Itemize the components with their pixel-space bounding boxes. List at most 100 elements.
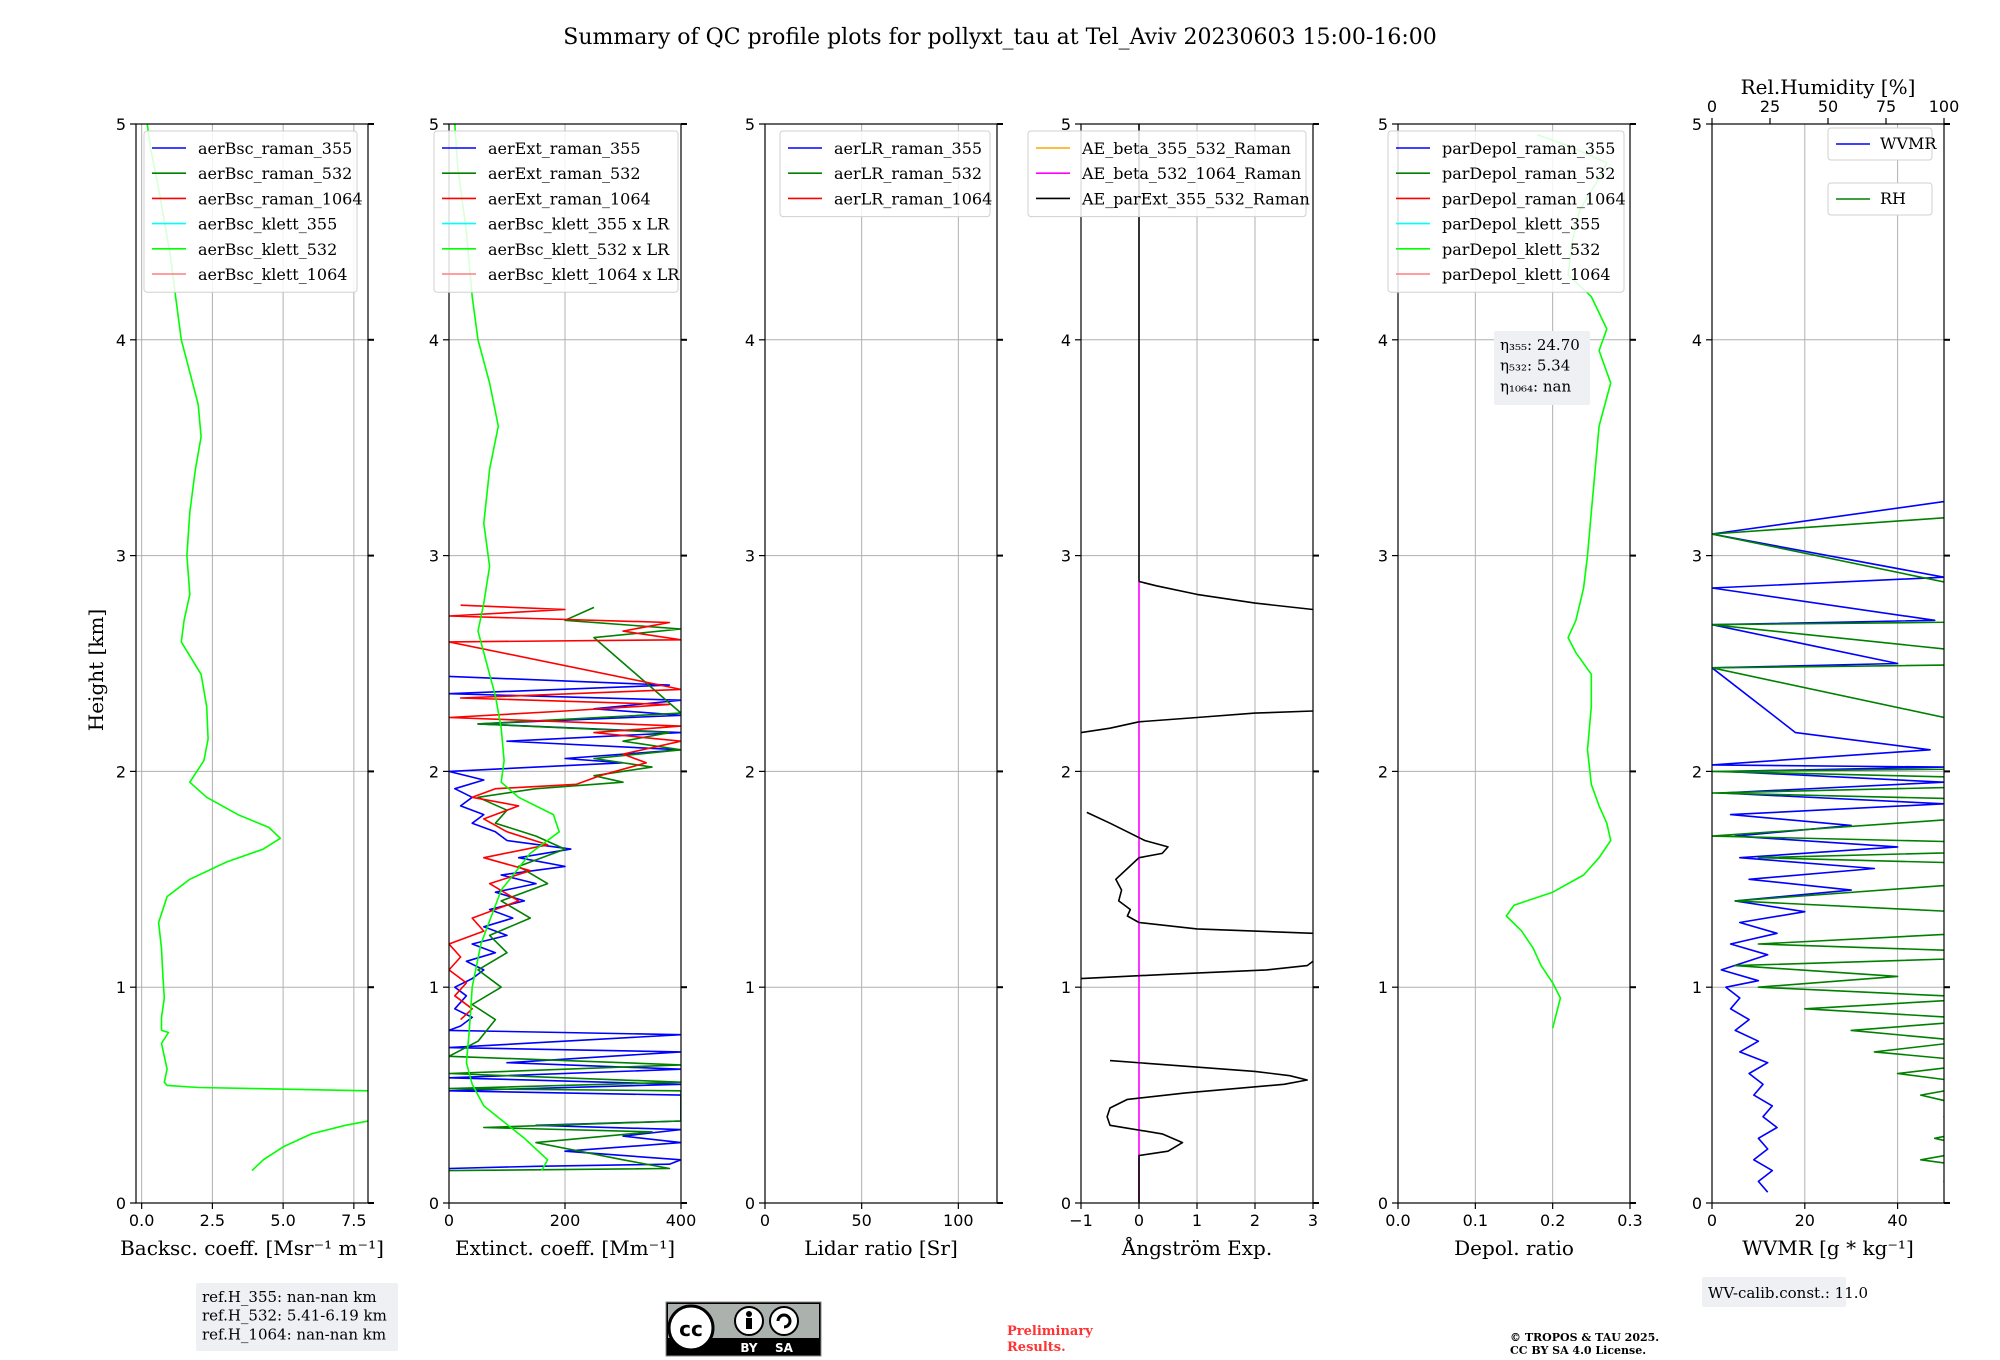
legend-label: AE_beta_532_1064_Raman — [1081, 164, 1301, 183]
top-x-tick-label: 50 — [1818, 97, 1838, 116]
y-tick-label: 1 — [745, 978, 755, 997]
legend-label: aerExt_raman_1064 — [488, 189, 651, 208]
annotation-text: η₅₃₂: 5.34 — [1500, 357, 1570, 375]
top-x-axis-label: Rel.Humidity [%] — [1741, 75, 1916, 99]
y-tick-label: 3 — [116, 547, 126, 566]
x-tick-label: 0.2 — [1540, 1211, 1565, 1230]
x-tick-label: 0 — [444, 1211, 454, 1230]
cc-sa-label: SA — [775, 1341, 794, 1355]
y-tick-label: 5 — [1692, 115, 1702, 134]
x-tick-label: 7.5 — [341, 1211, 366, 1230]
legend-box — [143, 130, 358, 293]
y-tick-label: 4 — [429, 331, 439, 350]
y-tick-label: 2 — [429, 762, 439, 781]
y-tick-label: 1 — [429, 978, 439, 997]
chart-panel-6: 0 20 40 0 1 2 3 4 5 WVMR [g * kg⁻¹] 0 25 50 75 100 Rel.… — [1692, 75, 1959, 1260]
y-tick-label: 4 — [745, 331, 755, 350]
top-x-tick-label: 0 — [1707, 97, 1717, 116]
legend-label: AE_beta_355_532_Raman — [1081, 139, 1291, 158]
x-axis-label: Ångström Exp. — [1121, 1235, 1272, 1260]
legend-label: parDepol_klett_1064 — [1442, 265, 1611, 284]
series-group — [449, 124, 681, 1172]
x-axis-label: Lidar ratio [Sr] — [804, 1236, 958, 1260]
legend-label: aerBsc_klett_355 x LR — [488, 215, 670, 234]
y-tick-label: 0 — [116, 1194, 126, 1213]
y-tick-label: 0 — [1061, 1194, 1071, 1213]
panels-group: 0.0 2.5 5.0 7.5 0 1 2 3 4 5 Backsc. coeff. [Msr⁻¹ … — [116, 75, 1959, 1260]
legend-box — [1827, 182, 1933, 216]
height-axis-label: Height [km] — [84, 609, 108, 731]
y-tick-label: 5 — [1378, 115, 1388, 134]
annotation-text: ref.H_355: nan-nan km — [202, 1288, 377, 1306]
series-line-AE_parExt_355_532_Raman — [1106, 1059, 1308, 1203]
chart-panel-5: 0.0 0.1 0.2 0.3 0 1 2 3 4 5 Depol. ratio parDepol_r… — [1378, 115, 1643, 1260]
annotation-box — [1494, 331, 1590, 405]
x-tick-label: 1 — [1192, 1211, 1202, 1230]
series-line-aerBsc_klett_532 — [251, 1120, 368, 1172]
figure-title: Summary of QC profile plots for pollyxt_… — [563, 25, 1436, 50]
legend-label: WVMR — [1880, 134, 1937, 153]
x-tick-label: 0 — [760, 1211, 770, 1230]
legend-label: aerExt_raman_355 — [488, 139, 641, 158]
y-tick-label: 2 — [1378, 762, 1388, 781]
series-line-aerExt_raman_532 — [449, 606, 681, 1172]
x-tick-label: 50 — [851, 1211, 871, 1230]
sa-icon — [769, 1306, 799, 1336]
series-line-aerExt_raman_355 — [449, 675, 681, 1170]
legend-label: aerLR_raman_532 — [834, 164, 982, 183]
x-tick-label: 200 — [550, 1211, 581, 1230]
series-line-aerBsc_klett_532 — [146, 124, 368, 1092]
legend-label: aerBsc_klett_1064 x LR — [488, 265, 680, 284]
annotation-text: ref.H_1064: nan-nan km — [202, 1325, 386, 1343]
x-axis-label: Backsc. coeff. [Msr⁻¹ m⁻¹] — [120, 1236, 384, 1260]
x-tick-label: 0.0 — [129, 1211, 154, 1230]
legend-box — [433, 130, 679, 293]
x-axis-label: WVMR [g * kg⁻¹] — [1742, 1236, 1914, 1260]
preliminary-line-2: Results. — [1007, 1340, 1066, 1355]
axes-frame — [1711, 123, 1945, 1204]
preliminary-line-1: Preliminary — [1007, 1324, 1093, 1339]
x-tick-label: 2.5 — [200, 1211, 225, 1230]
y-tick-label: 3 — [1692, 547, 1702, 566]
annotation-text: η₃₅₅: 24.70 — [1500, 336, 1580, 354]
y-tick-label: 0 — [745, 1194, 755, 1213]
annotation-box — [1702, 1277, 1846, 1307]
x-tick-label: 0 — [1707, 1211, 1717, 1230]
y-tick-label: 1 — [116, 978, 126, 997]
y-tick-label: 2 — [116, 762, 126, 781]
y-tick-label: 1 — [1061, 978, 1071, 997]
y-tick-label: 3 — [745, 547, 755, 566]
copyright-line-2: CC BY SA 4.0 License. — [1510, 1344, 1646, 1357]
series-line-aerBsc_klett_532 x LR — [454, 124, 561, 1171]
copyright-note: © TROPOS & TAU 2025. CC BY SA 4.0 Licens… — [1510, 1331, 1659, 1357]
y-tick-label: 1 — [1378, 978, 1388, 997]
x-axis-label: Extinct. coeff. [Mm⁻¹] — [455, 1236, 675, 1260]
series-line-WVMR — [1712, 500, 1944, 1193]
series-line-AE_parExt_355_532_Raman — [1081, 710, 1313, 734]
y-tick-label: 0 — [1378, 1194, 1388, 1213]
chart-panel-3: 0 50 100 0 1 2 3 4 5 Lidar ratio [Sr] aerLR_raman_… — [745, 115, 1003, 1260]
y-tick-label: 4 — [1692, 331, 1702, 350]
copyright-line-1: © TROPOS & TAU 2025. — [1510, 1331, 1659, 1344]
x-tick-label: 5.0 — [270, 1211, 295, 1230]
axes-frame — [764, 123, 998, 1204]
x-tick-label: 20 — [1795, 1211, 1815, 1230]
series-line-AE_parExt_355_532_Raman — [1081, 960, 1313, 980]
y-tick-label: 3 — [1378, 547, 1388, 566]
x-tick-label: −1 — [1069, 1211, 1093, 1230]
legend-label: aerBsc_klett_532 — [198, 240, 337, 259]
y-tick-label: 4 — [116, 331, 126, 350]
series-line-AE_parExt_355_532_Raman — [1086, 811, 1313, 935]
legend-label: parDepol_klett_355 — [1442, 215, 1600, 234]
legend-label: parDepol_klett_532 — [1442, 240, 1600, 259]
x-tick-label: 100 — [943, 1211, 974, 1230]
x-axis-label: Depol. ratio — [1454, 1236, 1574, 1260]
series-line-RH — [1712, 516, 1944, 1183]
y-tick-label: 2 — [1061, 762, 1071, 781]
annotation-text: η₁₀₆₄: nan — [1500, 377, 1571, 395]
x-tick-label: 0 — [1134, 1211, 1144, 1230]
y-tick-label: 5 — [116, 115, 126, 134]
